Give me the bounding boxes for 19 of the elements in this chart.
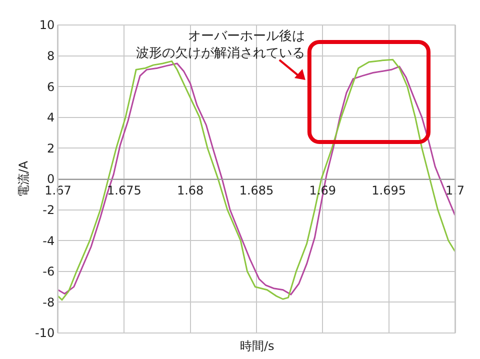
y-tick-label: 6 xyxy=(46,80,55,94)
x-tick-label: 1.695 xyxy=(372,183,406,198)
y-tick-label: -2 xyxy=(42,203,55,217)
y-tick-label: 8 xyxy=(46,49,55,63)
y-tick-label: 2 xyxy=(46,141,55,156)
y-axis-title: 電流/A xyxy=(16,160,30,198)
y-tick-label: -4 xyxy=(42,234,55,248)
y-tick-label: -8 xyxy=(42,295,55,310)
y-tick-label: -10 xyxy=(34,326,55,340)
x-tick-label: 1.675 xyxy=(106,183,142,198)
y-tick-label: 10 xyxy=(39,18,55,32)
y-tick-label: -6 xyxy=(42,264,55,279)
annotation: オーバーホール後は xyxy=(188,29,305,44)
annotation: 波形の欠けが解消されている xyxy=(136,46,305,61)
y-tick-label: 4 xyxy=(46,110,55,125)
x-tick-label: 1.685 xyxy=(239,183,274,198)
x-axis-title: 時間/s xyxy=(240,339,274,353)
x-tick-label: 1.68 xyxy=(176,183,204,198)
y-tick-label: 0 xyxy=(46,172,55,186)
